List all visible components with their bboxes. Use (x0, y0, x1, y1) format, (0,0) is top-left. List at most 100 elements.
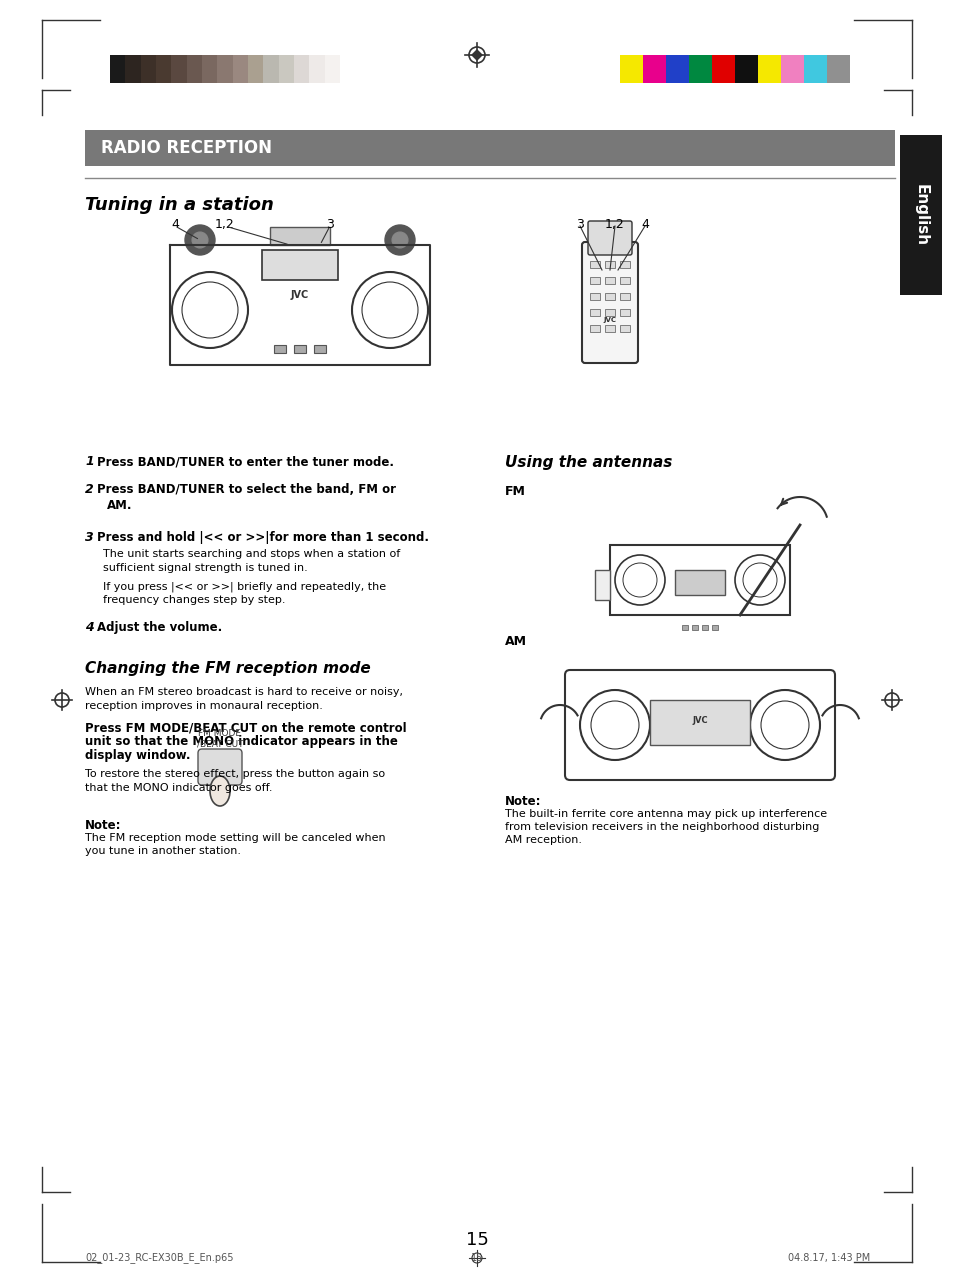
Bar (172, 55, 187, 83)
Bar (681, 626, 687, 629)
Bar (604, 277, 615, 285)
Bar (691, 626, 698, 629)
Text: frequency changes step by step.: frequency changes step by step. (103, 595, 285, 605)
Text: AM: AM (504, 635, 526, 647)
Text: 1: 1 (85, 455, 93, 468)
Bar (202, 55, 217, 83)
Text: Using the antennas: Using the antennas (504, 455, 672, 470)
Text: JVC: JVC (692, 715, 707, 724)
Bar (899, 135, 941, 295)
Text: unit so that the MONO indicator appears in the: unit so that the MONO indicator appears … (85, 735, 397, 747)
Text: Press and hold |<< or >>|for more than 1 second.: Press and hold |<< or >>|for more than 1… (97, 531, 429, 544)
Text: that the MONO indicator goes off.: that the MONO indicator goes off. (85, 783, 273, 794)
Ellipse shape (210, 776, 230, 806)
Text: English: English (913, 183, 927, 246)
Text: Press FM MODE/BEAT CUT on the remote control: Press FM MODE/BEAT CUT on the remote con… (85, 720, 406, 735)
Bar (619, 309, 629, 315)
Bar (701, 626, 707, 629)
Bar (294, 345, 306, 353)
Text: FM MODE
/BEAT CUT: FM MODE /BEAT CUT (196, 729, 243, 749)
Bar (217, 55, 233, 83)
Circle shape (385, 226, 415, 255)
Text: RADIO RECEPTION: RADIO RECEPTION (101, 138, 272, 156)
Bar (781, 55, 803, 83)
Bar (619, 326, 629, 332)
Bar (110, 55, 125, 83)
Text: 3: 3 (326, 218, 334, 231)
Bar (604, 262, 615, 268)
Bar (734, 55, 758, 83)
Bar (619, 262, 629, 268)
Text: The FM reception mode setting will be canceled when: The FM reception mode setting will be ca… (85, 833, 385, 844)
Bar (619, 277, 629, 285)
Bar (589, 262, 599, 268)
Text: The unit starts searching and stops when a station of: The unit starts searching and stops when… (103, 549, 400, 559)
FancyBboxPatch shape (564, 670, 834, 779)
Bar (675, 570, 724, 595)
FancyBboxPatch shape (587, 221, 631, 255)
Text: 15: 15 (465, 1231, 488, 1249)
Bar (711, 55, 734, 83)
Text: 15: 15 (471, 1253, 482, 1263)
Bar (758, 55, 781, 83)
Text: Press BAND/TUNER to enter the tuner mode.: Press BAND/TUNER to enter the tuner mode… (97, 455, 394, 468)
Bar (589, 277, 599, 285)
Bar (589, 309, 599, 315)
Bar (125, 55, 140, 83)
FancyBboxPatch shape (581, 242, 638, 363)
Bar (589, 326, 599, 332)
Text: display window.: display window. (85, 749, 191, 762)
Bar (274, 345, 286, 353)
Bar (233, 55, 248, 83)
Text: 1,2: 1,2 (214, 218, 234, 231)
Bar (294, 55, 309, 83)
Bar (619, 294, 629, 300)
Text: Tuning in a station: Tuning in a station (85, 196, 274, 214)
Bar (589, 294, 599, 300)
Bar (263, 55, 278, 83)
Text: The built-in ferrite core antenna may pick up interference: The built-in ferrite core antenna may pi… (504, 809, 826, 819)
Bar (314, 345, 326, 353)
Text: To restore the stereo effect, press the button again so: To restore the stereo effect, press the … (85, 769, 385, 779)
Bar (324, 55, 339, 83)
Bar (604, 309, 615, 315)
Text: Changing the FM reception mode: Changing the FM reception mode (85, 662, 371, 676)
Bar (665, 55, 688, 83)
Text: 4: 4 (85, 620, 93, 635)
Text: JVC: JVC (603, 317, 616, 323)
Bar (248, 55, 263, 83)
Bar (595, 570, 609, 600)
Bar (85, 129, 894, 165)
Text: AM.: AM. (107, 499, 132, 512)
Bar (609, 545, 789, 615)
Text: Press BAND/TUNER to select the band, FM or: Press BAND/TUNER to select the band, FM … (97, 483, 395, 496)
Bar (156, 55, 172, 83)
Text: AM reception.: AM reception. (504, 835, 581, 845)
Text: JVC: JVC (291, 290, 309, 300)
Circle shape (192, 232, 208, 247)
Bar (649, 700, 749, 745)
Text: from television receivers in the neighborhood disturbing: from television receivers in the neighbo… (504, 822, 819, 832)
Text: 02_01-23_RC-EX30B_E_En.p65: 02_01-23_RC-EX30B_E_En.p65 (85, 1253, 233, 1264)
Text: sufficient signal strength is tuned in.: sufficient signal strength is tuned in. (103, 563, 308, 573)
Text: 2: 2 (85, 483, 93, 496)
Text: reception improves in monaural reception.: reception improves in monaural reception… (85, 701, 322, 712)
Bar (642, 55, 665, 83)
Text: Note:: Note: (504, 795, 541, 808)
Text: you tune in another station.: you tune in another station. (85, 846, 241, 856)
Bar (688, 55, 711, 83)
Text: 4: 4 (640, 218, 648, 231)
Text: When an FM stereo broadcast is hard to receive or noisy,: When an FM stereo broadcast is hard to r… (85, 687, 402, 697)
Text: FM: FM (504, 485, 525, 497)
Bar (140, 55, 156, 83)
Text: 4: 4 (171, 218, 179, 231)
Bar (711, 626, 718, 629)
Bar (619, 55, 642, 83)
Circle shape (392, 232, 408, 247)
FancyBboxPatch shape (198, 749, 242, 785)
Circle shape (185, 226, 214, 255)
Bar (309, 55, 324, 83)
Polygon shape (472, 50, 481, 60)
Bar (803, 55, 826, 83)
Text: 3: 3 (85, 531, 93, 544)
